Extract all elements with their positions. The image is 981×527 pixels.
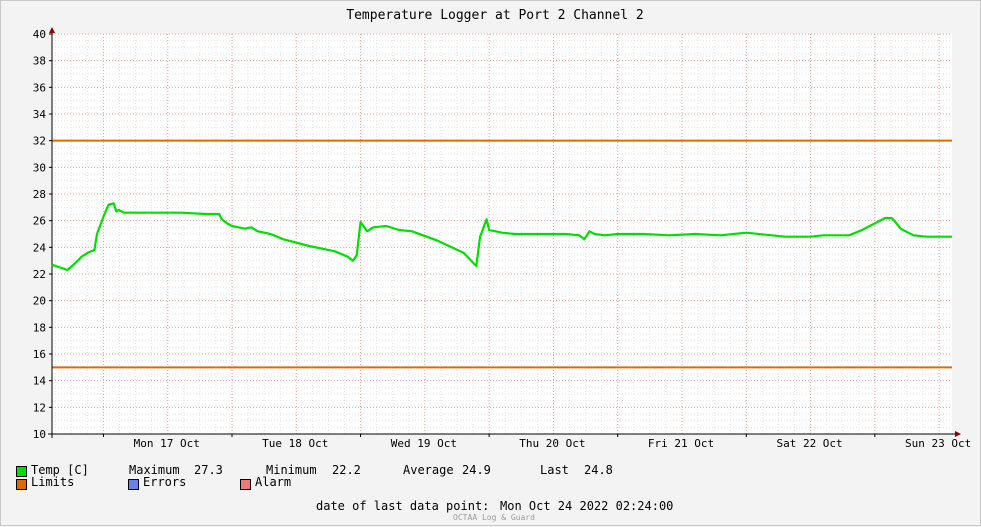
- y-tick-label: 40: [33, 28, 46, 41]
- limits-legend-swatch: [16, 479, 27, 490]
- chart-title: Temperature Logger at Port 2 Channel 2: [346, 8, 643, 23]
- last-data-point-label: date of last data point:: [316, 499, 490, 513]
- y-axis-arrow: [49, 27, 55, 33]
- x-tick-label: Wed 19 Oct: [391, 437, 457, 450]
- alarm-legend-label: Alarm: [255, 475, 292, 489]
- y-tick-label: 24: [33, 241, 47, 254]
- alarm-legend-swatch: [240, 479, 251, 490]
- y-tick-label: 10: [33, 428, 46, 441]
- watermark: OCTAA Log & Guard: [453, 513, 535, 522]
- average-value: 24.9: [462, 463, 491, 477]
- y-tick-label: 16: [33, 348, 46, 361]
- x-tick-label: Mon 17 Oct: [134, 437, 200, 450]
- y-tick-label: 22: [33, 268, 46, 281]
- limits-legend-label: Limits: [31, 475, 75, 489]
- last-value: 24.8: [584, 463, 613, 477]
- maximum-value: 27.3: [194, 463, 223, 477]
- y-tick-label: 26: [33, 215, 46, 228]
- y-tick-label: 30: [33, 161, 46, 174]
- y-tick-labels: 10 12 14 16 18 20 22 24 26 28 30 32 34 36 38 40: [33, 28, 47, 441]
- y-tick-label: 28: [33, 188, 46, 201]
- x-tick-label: Sat 22 Oct: [776, 437, 842, 450]
- x-tick-label: Tue 18 Oct: [262, 437, 328, 450]
- y-tick-label: 18: [33, 321, 46, 334]
- y-tick-label: 32: [33, 135, 46, 148]
- temp-legend-label: Temp [C]: [31, 463, 89, 477]
- y-tick-label: 20: [33, 295, 46, 308]
- last-label: Last: [540, 463, 569, 477]
- y-tick-label: 12: [33, 401, 46, 414]
- y-tick-label: 38: [33, 55, 46, 68]
- series-layer: [51, 202, 952, 272]
- minimum-label: Minimum: [266, 463, 317, 477]
- x-tick-label: Fri 21 Oct: [648, 437, 714, 450]
- y-tick-label: 14: [33, 375, 47, 388]
- y-tick-label: 34: [33, 108, 47, 121]
- temp-legend-swatch: [16, 466, 27, 477]
- limit-lines: [52, 139, 952, 369]
- x-axis-arrow: [955, 431, 961, 437]
- x-tick-labels: Mon 17 Oct Tue 18 Oct Wed 19 Oct Thu 20 Oct…: [134, 437, 972, 450]
- x-tick-label: Sun 23 Oct: [905, 437, 971, 450]
- axes: [48, 27, 961, 438]
- errors-legend-label: Errors: [143, 475, 187, 489]
- minimum-value: 22.2: [332, 463, 361, 477]
- maximum-label: Maximum: [129, 463, 180, 477]
- temp-series-line: [51, 202, 952, 272]
- grid: [52, 33, 952, 435]
- errors-legend-swatch: [128, 479, 139, 490]
- last-data-point-value: Mon Oct 24 2022 02:24:00: [500, 499, 674, 513]
- x-tick-label: Thu 20 Oct: [519, 437, 585, 450]
- y-tick-label: 36: [33, 81, 46, 94]
- average-label: Average: [403, 463, 454, 477]
